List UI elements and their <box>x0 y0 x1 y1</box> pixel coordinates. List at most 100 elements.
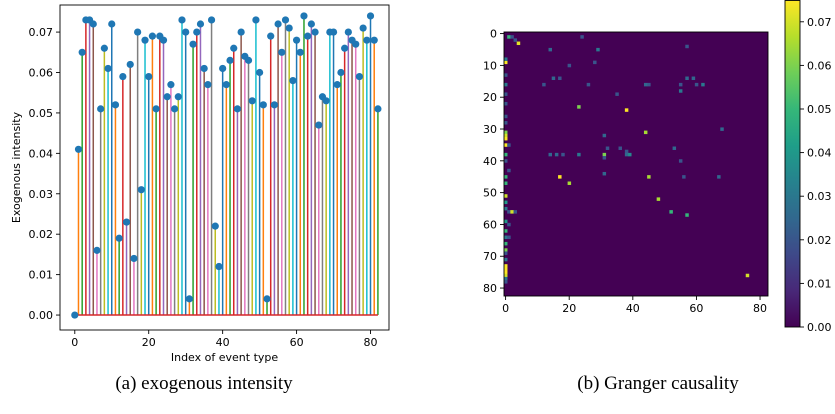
stem-y-tick-label: 0.02 <box>29 228 54 241</box>
heatmap-cell <box>643 82 648 87</box>
heatmap-cell <box>672 146 677 150</box>
heatmap-cell <box>504 267 508 271</box>
heatmap-x-tick-label: 20 <box>562 302 576 315</box>
heatmap-cell <box>717 175 721 179</box>
heatmap-cell <box>507 35 511 39</box>
stem-y-tick-label: 0.06 <box>29 67 54 80</box>
stem-y-tick-label: 0.05 <box>29 107 54 120</box>
stem-marker <box>93 246 101 254</box>
stem-marker <box>145 72 153 81</box>
stem-marker <box>267 32 275 40</box>
stem-marker <box>141 36 149 44</box>
stem-x-ticks: 0 20 40 60 80 <box>71 330 378 349</box>
stem-marker <box>285 24 293 32</box>
heatmap-cell <box>647 175 651 179</box>
heatmap-cell <box>618 146 622 150</box>
heatmap-cell <box>647 82 651 87</box>
heatmap-cell <box>685 213 689 217</box>
heatmap-cell <box>504 273 508 278</box>
heatmap-cell <box>507 143 511 147</box>
heatmap-cell <box>504 82 508 87</box>
heatmap-cell <box>516 41 521 46</box>
heatmap-y-tick-label: 0 <box>490 28 497 41</box>
colorbar-tick-label: 0.02 <box>807 234 832 247</box>
heatmap-x-tick-label: 80 <box>753 302 767 315</box>
stem-marker <box>289 76 297 85</box>
heatmap-cell <box>504 175 508 179</box>
heatmap-cell <box>510 210 514 214</box>
colorbar-tick-label: 0.04 <box>807 147 832 160</box>
stem-marker <box>207 16 216 24</box>
stem-marker <box>78 48 86 56</box>
heatmap-cell <box>504 114 508 119</box>
heatmap-y-tick-label: 40 <box>483 155 497 168</box>
heatmap-cell <box>510 35 514 39</box>
stem-marker <box>134 28 142 36</box>
stem-marker <box>185 295 193 303</box>
heatmap-cell <box>602 152 607 157</box>
heatmap-x-tick-label: 40 <box>626 302 640 315</box>
caption-right: (b) Granger causality <box>577 373 739 394</box>
heatmap-cell <box>504 235 508 240</box>
heatmap-cell <box>691 76 696 81</box>
heatmap-cell <box>504 241 508 246</box>
heatmap-cell <box>596 47 600 52</box>
stem-marker <box>278 48 286 56</box>
heatmap-y-tick-label: 80 <box>483 282 497 295</box>
stem-marker <box>148 32 157 40</box>
stem-marker <box>359 24 367 32</box>
heatmap-cell <box>504 206 508 211</box>
stem-marker <box>370 36 378 44</box>
stem-marker <box>182 28 190 36</box>
stem-y-tick-label: 0.00 <box>29 309 54 322</box>
stem-marker <box>130 254 138 263</box>
heatmap-cell <box>624 152 629 157</box>
heatmap-cell <box>504 229 508 233</box>
heatmap-cell <box>685 76 689 81</box>
stem-y-tick-label: 0.01 <box>29 269 54 282</box>
heatmap-cell <box>624 108 629 112</box>
heatmap-y-tick-label: 70 <box>483 250 497 263</box>
stem-marker <box>167 81 175 89</box>
stem-marker <box>100 44 108 52</box>
heatmap-cell <box>504 270 508 275</box>
stem-marker <box>363 36 371 44</box>
stem-marker <box>274 20 282 28</box>
heatmap-cell <box>577 152 581 157</box>
colorbar-tick-label: 0.05 <box>807 103 832 116</box>
heatmap-cell <box>504 264 508 268</box>
heatmap-cell <box>504 152 508 157</box>
stem-marker <box>252 16 260 24</box>
stem-marker <box>108 20 116 28</box>
caption-left: (a) exogenous intensity <box>115 373 293 394</box>
stem-marker <box>219 64 227 73</box>
stem-marker <box>170 105 179 113</box>
stem-marker <box>311 28 319 36</box>
stem-marker <box>329 28 338 36</box>
stem-x-tick-label: 80 <box>364 336 378 349</box>
stem-marker <box>178 16 186 24</box>
heatmap-cell <box>567 181 572 185</box>
stem-marker <box>300 12 308 20</box>
stem-marker <box>322 97 330 105</box>
stem-marker <box>174 93 182 101</box>
stem-marker <box>159 36 168 44</box>
heatmap-cell <box>567 63 572 68</box>
stem-marker <box>307 20 315 28</box>
stem-marker <box>71 311 79 319</box>
stem-marker <box>104 64 112 73</box>
heatmap-cell <box>504 251 508 255</box>
stem-x-axis-label: Index of event type <box>171 351 279 364</box>
heatmap-cell <box>504 280 508 284</box>
stem-marker <box>233 105 242 113</box>
heatmap-cell <box>605 146 610 150</box>
stem-marker <box>263 295 271 303</box>
stem-marker <box>333 81 341 89</box>
heatmap-cell <box>586 82 591 87</box>
heatmap-cell <box>507 168 511 173</box>
colorbar-ticks: 0.00 0.01 0.02 0.03 0.04 0.05 0.06 0.07 <box>800 16 832 334</box>
heatmap-cell <box>504 159 508 163</box>
heatmap-y-tick-label: 60 <box>483 218 497 231</box>
heatmap-y-ticks: 0 10 20 30 40 50 60 70 80 <box>483 28 504 295</box>
heatmap-cell <box>656 197 661 201</box>
